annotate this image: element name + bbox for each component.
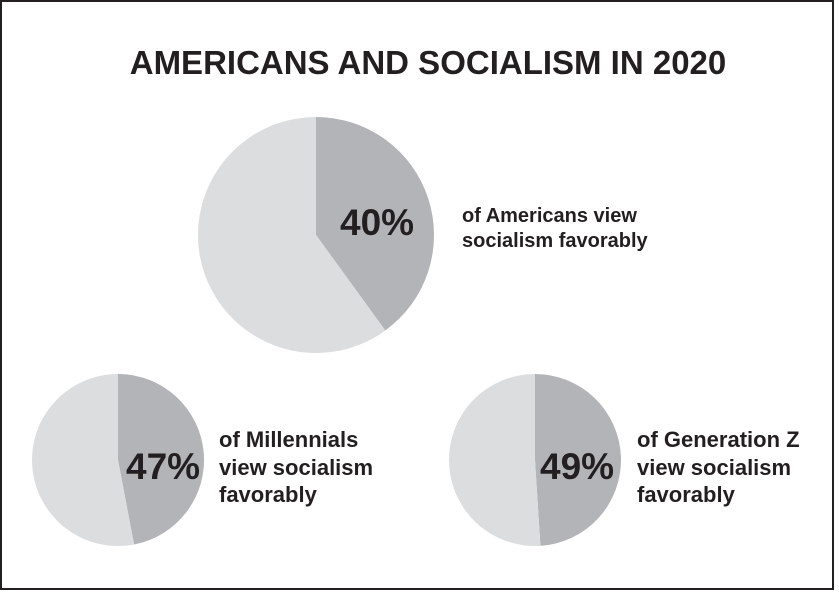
americans-percent-label: 40% bbox=[340, 202, 415, 243]
generation-z-slice-other bbox=[448, 374, 541, 546]
millennials-slice-other bbox=[32, 374, 135, 547]
generation-z-percent-label: 49% bbox=[540, 446, 615, 487]
americans-caption: of Americans view socialism favorably bbox=[462, 204, 648, 254]
chart-title: AMERICANS AND SOCIALISM IN 2020 bbox=[129, 44, 727, 81]
millennials-caption-line-1: of Millennials bbox=[219, 427, 359, 452]
pie-millennials bbox=[32, 374, 205, 547]
millennials-caption-line-3: favorably bbox=[219, 482, 317, 508]
americans-slice-other bbox=[197, 117, 386, 353]
generation-z-slice-favorable bbox=[535, 374, 621, 546]
millennials-caption: of Millennials view socialism favorably bbox=[219, 426, 373, 509]
americans-caption-line-1: of Americans view bbox=[462, 205, 637, 227]
generation-z-caption-line-3: favorably bbox=[637, 482, 735, 508]
generation-z-caption-line-1: of Generation Z bbox=[637, 427, 800, 452]
pie-americans bbox=[197, 117, 434, 353]
millennials-caption-line-2: view socialism bbox=[219, 454, 374, 480]
millennials-percent-label: 47% bbox=[126, 446, 201, 487]
millennials-slice-favorable bbox=[118, 374, 205, 545]
pie-generation-z bbox=[448, 374, 621, 546]
generation-z-caption-line-2: view socialism bbox=[637, 454, 792, 480]
generation-z-caption: of Generation Z view socialism favorably bbox=[637, 426, 800, 509]
americans-caption-line-2: socialism favorably bbox=[462, 230, 648, 253]
americans-slice-favorable bbox=[316, 117, 434, 331]
